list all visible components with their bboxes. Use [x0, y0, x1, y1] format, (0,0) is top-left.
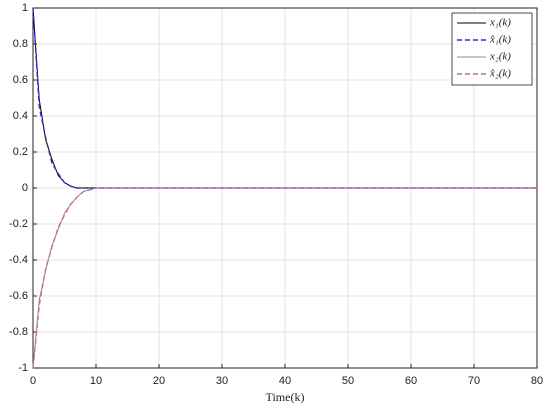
y-tick-label: 1	[22, 2, 28, 14]
y-tick-label: -1	[18, 362, 28, 374]
x-tick-label: 70	[468, 375, 480, 387]
legend-label: x̂₁(k)	[489, 34, 511, 46]
legend-label: x₁(k)	[489, 17, 511, 29]
legend-box	[451, 12, 533, 86]
y-tick-label: 0.8	[13, 38, 28, 50]
y-tick-label: 0	[22, 182, 28, 194]
x-tick-label: 40	[279, 375, 291, 387]
y-tick-label: 0.4	[13, 110, 28, 122]
legend-label: x₂(k)	[489, 51, 511, 63]
series-line	[32, 187, 537, 369]
y-tick-label: -0.8	[9, 326, 28, 338]
x-tick-label: 20	[153, 375, 165, 387]
x-tick-label: 50	[342, 375, 354, 387]
y-tick-label: 0.2	[13, 146, 28, 158]
x-tick-label: 0	[30, 375, 36, 387]
y-tick-label: -0.4	[9, 254, 28, 266]
y-tick-label: 0.6	[13, 74, 28, 86]
x-tick-label: 10	[90, 375, 102, 387]
y-tick-label: -0.2	[9, 218, 28, 230]
series-line	[32, 7, 537, 189]
x-tick-label: 30	[216, 375, 228, 387]
x-axis-label: Time(k)	[266, 390, 305, 404]
x-tick-label: 60	[405, 375, 417, 387]
x-tick-label: 80	[531, 375, 543, 387]
y-tick-label: -0.6	[9, 290, 28, 302]
legend-label: x̂₂(k)	[489, 68, 511, 80]
